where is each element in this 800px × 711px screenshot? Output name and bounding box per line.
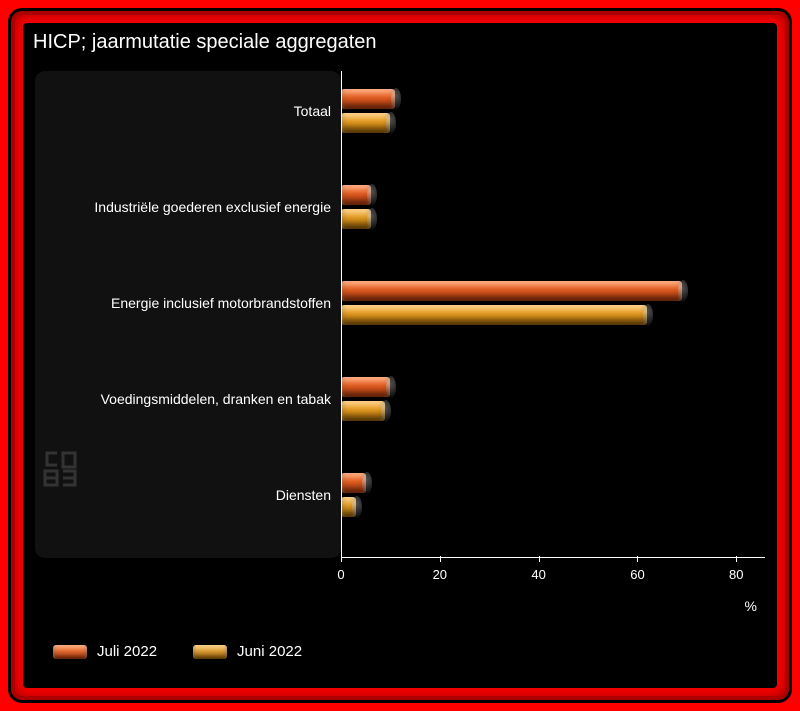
bars-area xyxy=(341,71,765,558)
x-tick-label: 80 xyxy=(729,567,743,582)
x-axis-unit: % xyxy=(745,598,757,614)
bar-cap-icon xyxy=(643,304,653,326)
category-label: Industriële goederen exclusief energie xyxy=(94,199,331,215)
bar-cap-icon xyxy=(352,496,362,518)
x-tick-label: 0 xyxy=(337,567,344,582)
x-tick-mark xyxy=(736,556,737,562)
x-tick-label: 20 xyxy=(433,567,447,582)
x-tick-mark xyxy=(637,556,638,562)
bar xyxy=(341,209,371,229)
bar xyxy=(341,305,647,325)
bar xyxy=(341,185,371,205)
bar xyxy=(341,497,356,517)
chart-title: HICP; jaarmutatie speciale aggregaten xyxy=(23,23,777,54)
legend: Juli 2022 Juni 2022 xyxy=(53,643,302,660)
legend-item-1: Juni 2022 xyxy=(193,643,302,660)
category-label: Totaal xyxy=(294,103,331,119)
bar-cap-icon xyxy=(678,280,688,302)
bar-cap-icon xyxy=(386,376,396,398)
x-axis: 020406080 xyxy=(341,558,765,588)
x-tick-label: 60 xyxy=(630,567,644,582)
legend-label: Juli 2022 xyxy=(97,643,157,660)
bar xyxy=(341,89,395,109)
category-label: Energie inclusief motorbrandstoffen xyxy=(111,295,331,311)
bar xyxy=(341,113,390,133)
bar-cap-icon xyxy=(362,472,372,494)
plot-area: Totaal Industriële goederen exclusief ene… xyxy=(35,71,765,618)
bar-cap-icon xyxy=(367,184,377,206)
x-tick-mark xyxy=(341,556,342,562)
cbs-watermark-icon xyxy=(41,449,81,494)
legend-label: Juni 2022 xyxy=(237,643,302,660)
category-label: Diensten xyxy=(276,487,331,503)
category-label: Voedingsmiddelen, dranken en tabak xyxy=(101,391,331,407)
bar xyxy=(341,377,390,397)
legend-item-0: Juli 2022 xyxy=(53,643,157,660)
bar xyxy=(341,401,385,421)
bar xyxy=(341,473,366,493)
bar-cap-icon xyxy=(381,400,391,422)
bar-cap-icon xyxy=(391,88,401,110)
chart-panel: HICP; jaarmutatie speciale aggregaten To… xyxy=(23,23,777,688)
legend-swatch-icon xyxy=(193,645,227,659)
bar-cap-icon xyxy=(367,208,377,230)
x-tick-mark xyxy=(440,556,441,562)
y-axis-panel: Totaal Industriële goederen exclusief ene… xyxy=(35,71,341,558)
outer-frame: HICP; jaarmutatie speciale aggregaten To… xyxy=(8,8,792,703)
bar xyxy=(341,281,682,301)
bar-cap-icon xyxy=(386,112,396,134)
y-axis-line xyxy=(341,71,342,558)
x-tick-label: 40 xyxy=(531,567,545,582)
legend-swatch-icon xyxy=(53,645,87,659)
x-tick-mark xyxy=(539,556,540,562)
